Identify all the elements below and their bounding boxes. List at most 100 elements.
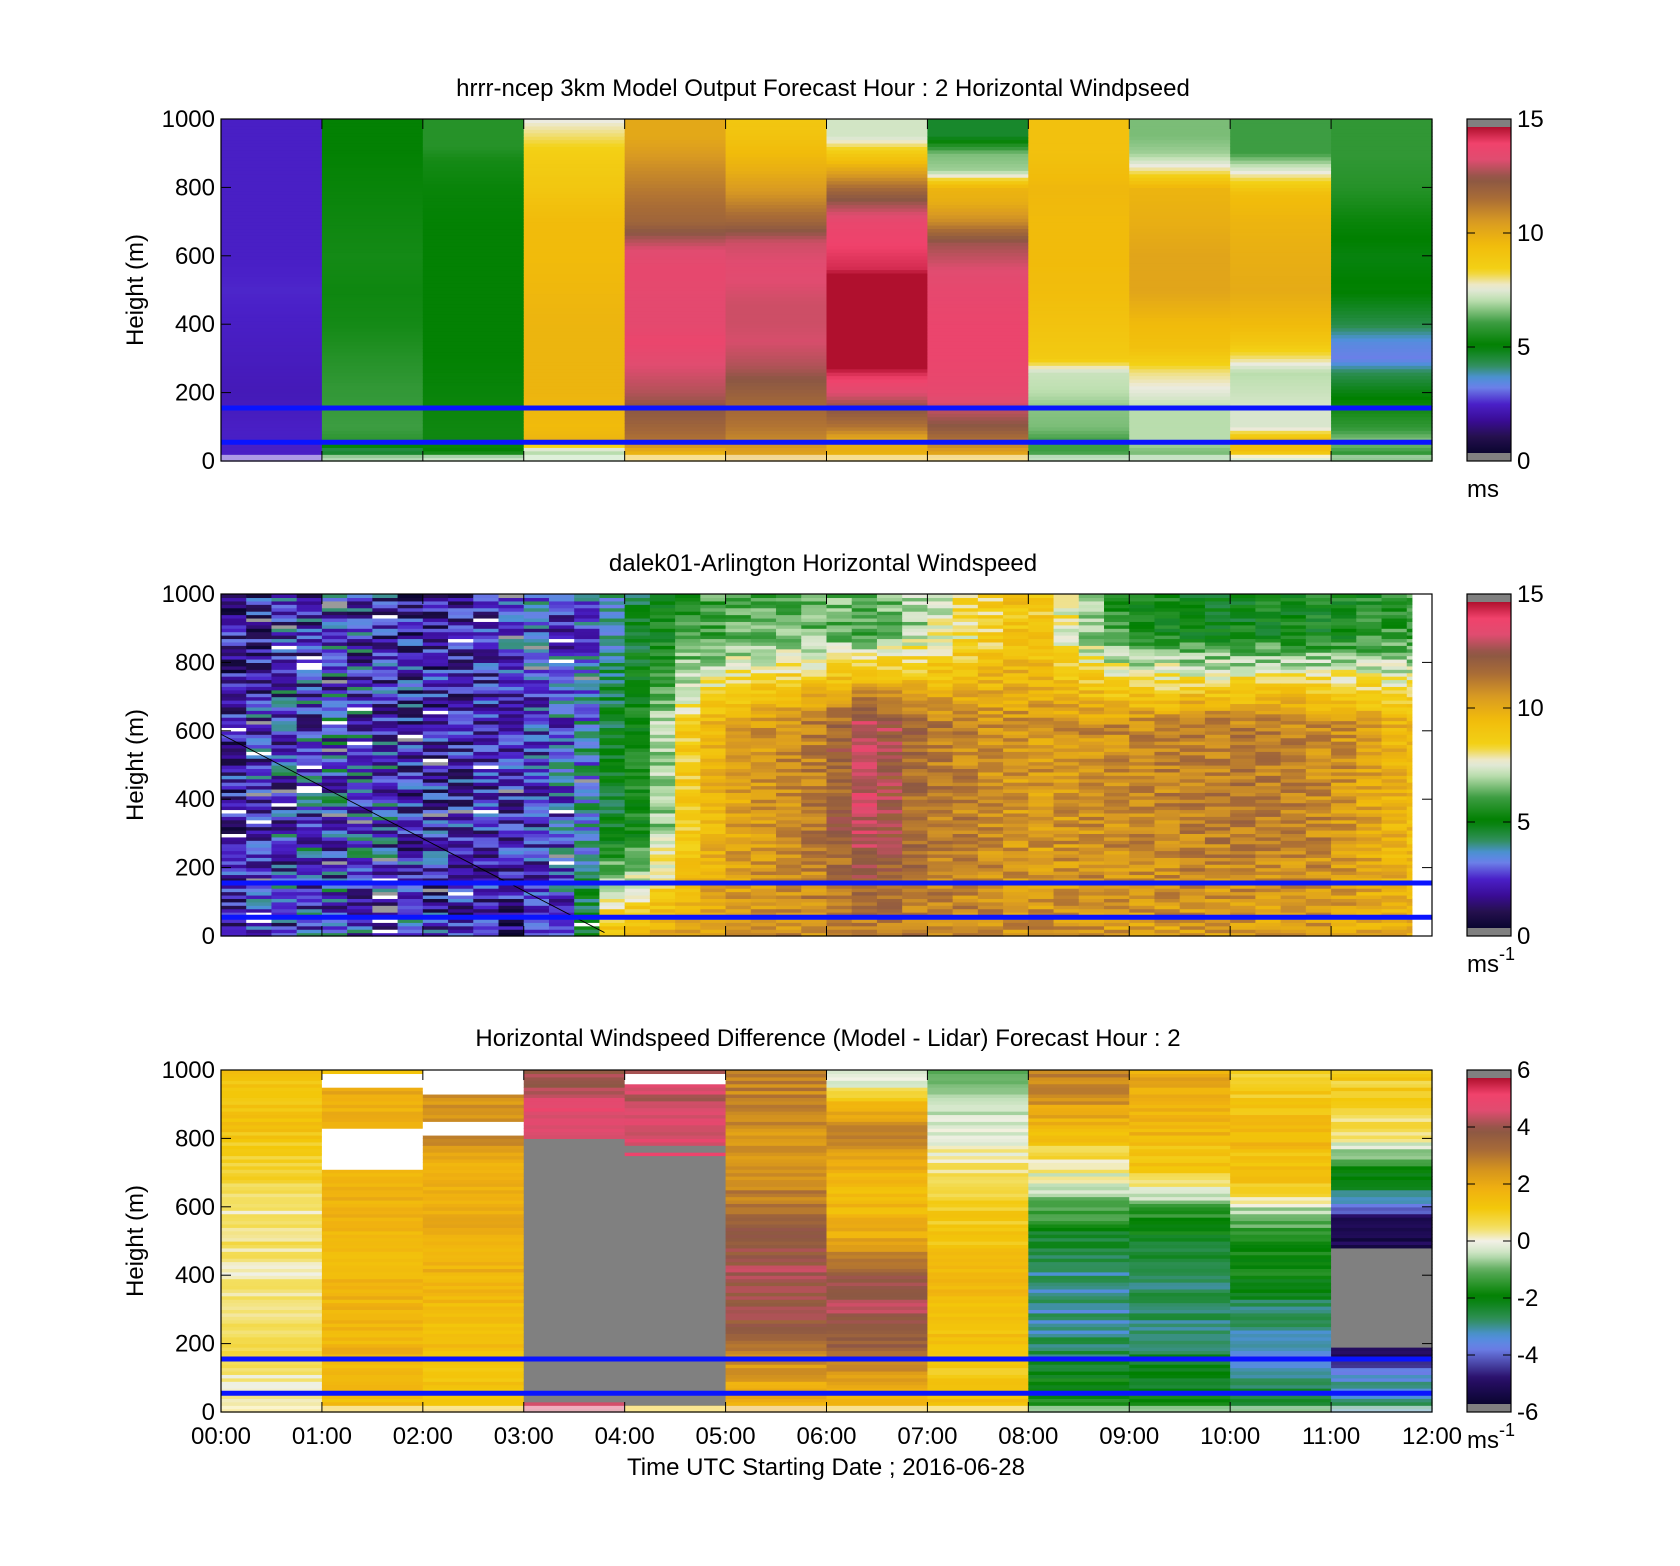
heatmap-cell [524, 276, 626, 280]
heatmap-cell [776, 597, 802, 601]
heatmap-cell [221, 604, 247, 608]
heatmap-cell [246, 868, 272, 872]
heatmap-cell [726, 157, 828, 161]
heatmap-cell [801, 768, 827, 772]
heatmap-cell [322, 833, 348, 837]
heatmap-cell [221, 355, 323, 359]
heatmap-cell [423, 799, 449, 803]
heatmap-cell [751, 864, 777, 868]
heatmap-cell [322, 201, 424, 205]
heatmap-cell [1331, 263, 1433, 267]
heatmap-cell [524, 136, 626, 140]
heatmap-cell [1154, 902, 1180, 906]
heatmap-cell [625, 317, 727, 321]
heatmap-cell [398, 659, 424, 663]
heatmap-cell [271, 724, 297, 728]
heatmap-cell [1028, 717, 1054, 721]
heatmap-cell [599, 676, 625, 680]
heatmap-cell [246, 700, 272, 704]
heatmap-cell [650, 700, 676, 704]
heatmap-cell [927, 628, 953, 632]
heatmap-cell [297, 744, 323, 748]
heatmap-cell [1104, 649, 1130, 653]
heatmap-cell [726, 645, 752, 649]
heatmap-cell [953, 724, 979, 728]
heatmap-cell [726, 854, 752, 858]
heatmap-cell [927, 765, 953, 769]
heatmap-cell [1104, 799, 1130, 803]
heatmap-cell [978, 755, 1004, 759]
heatmap-cell [246, 717, 272, 721]
heatmap-cell [221, 163, 323, 167]
heatmap-cell [927, 167, 1029, 171]
heatmap-cell [650, 827, 676, 831]
heatmap-cell [827, 779, 853, 783]
heatmap-cell [246, 926, 272, 930]
heatmap-cell [271, 929, 297, 933]
heatmap-cell [827, 194, 929, 198]
heatmap-cell [650, 861, 676, 865]
heatmap-cell [1129, 768, 1155, 772]
colorbar-under-cap [1467, 453, 1511, 461]
heatmap-cell [1104, 768, 1130, 772]
heatmap-cell [297, 724, 323, 728]
heatmap-cell [322, 136, 424, 140]
heatmap-cell [322, 686, 348, 690]
heatmap-cell [877, 898, 903, 902]
heatmap-cell [1028, 775, 1054, 779]
heatmap-cell [1230, 369, 1332, 373]
heatmap-cell [650, 649, 676, 653]
heatmap-cell [297, 888, 323, 892]
heatmap-cell [700, 833, 726, 837]
heatmap-cell [221, 820, 247, 824]
heatmap-cell [1028, 280, 1130, 284]
heatmap-cell [1054, 676, 1080, 680]
heatmap-cell [827, 235, 929, 239]
heatmap-cell [1230, 447, 1332, 451]
heatmap-cell [322, 690, 348, 694]
heatmap-cell [423, 417, 525, 421]
heatmap-cell [246, 809, 272, 813]
heatmap-cell [1054, 744, 1080, 748]
heatmap-cell [751, 625, 777, 629]
heatmap-cell [877, 724, 903, 728]
heatmap-cell [423, 673, 449, 677]
heatmap-cell [726, 676, 752, 680]
heatmap-cell [524, 163, 626, 167]
heatmap-cell [877, 697, 903, 701]
heatmap-cell [1331, 181, 1433, 185]
heatmap-cell [524, 290, 626, 294]
heatmap-cell [927, 803, 953, 807]
heatmap-cell [1331, 218, 1433, 222]
heatmap-cell [549, 888, 575, 892]
heatmap-cell [1054, 830, 1080, 834]
heatmap-cell [398, 758, 424, 762]
heatmap-cell [852, 926, 878, 930]
heatmap-cell [726, 163, 828, 167]
heatmap-cell [726, 666, 752, 670]
heatmap-cell [524, 304, 626, 308]
heatmap-cell [599, 649, 625, 653]
heatmap-cell [322, 724, 348, 728]
heatmap-cell [877, 625, 903, 629]
heatmap-cell [549, 813, 575, 817]
heatmap-cell [297, 628, 323, 632]
heatmap-cell [902, 796, 928, 800]
heatmap-cell [625, 693, 651, 697]
heatmap-cell [1129, 423, 1231, 427]
heatmap-cell [322, 680, 348, 684]
heatmap-cell [726, 601, 752, 605]
heatmap-cell [448, 659, 474, 663]
heatmap-cell [1129, 119, 1231, 123]
heatmap-cell [827, 768, 853, 772]
heatmap-cell [448, 601, 474, 605]
heatmap-cell [574, 803, 600, 807]
heatmap-cell [473, 611, 499, 615]
heatmap-cell [953, 789, 979, 793]
heatmap-cell [953, 779, 979, 783]
heatmap-cell [852, 676, 878, 680]
heatmap-cell [423, 751, 449, 755]
heatmap-cell [1079, 762, 1105, 766]
heatmap-cell [221, 430, 323, 434]
heatmap-cell [574, 628, 600, 632]
